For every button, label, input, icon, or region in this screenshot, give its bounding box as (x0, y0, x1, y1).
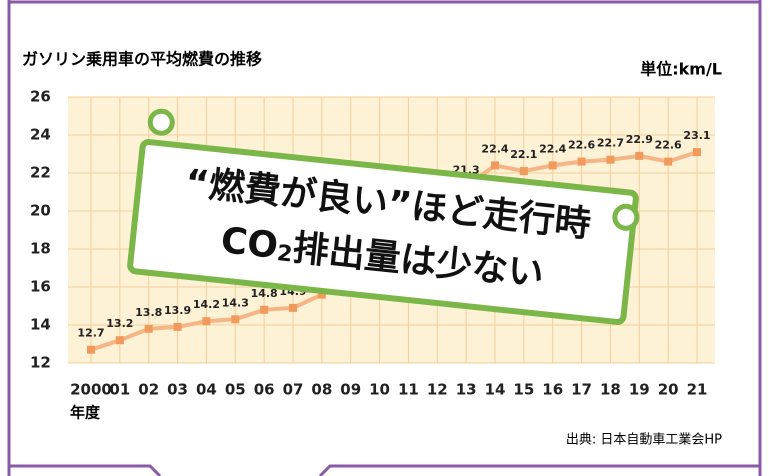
marker (173, 322, 182, 331)
unit-label: 単位:km/L (640, 60, 722, 79)
value-label: 22.4 (539, 142, 566, 155)
y-tick-label: 24 (30, 126, 51, 144)
y-tick-label: 22 (30, 164, 51, 182)
marker (519, 167, 528, 176)
marker (606, 155, 615, 164)
x-tick-label: 03 (167, 381, 188, 399)
y-tick-label: 18 (30, 240, 51, 258)
marker (289, 303, 297, 312)
x-tick-label: 09 (340, 381, 361, 399)
marker (115, 336, 124, 345)
x-tick-label: 19 (629, 381, 650, 399)
y-tick-label: 16 (30, 278, 51, 296)
x-tick-label: 2000 (70, 381, 112, 399)
x-tick-label: 06 (254, 381, 275, 399)
x-tick-label: 15 (513, 381, 534, 399)
x-tick-label: 07 (283, 381, 304, 399)
x-tick-label: 12 (427, 381, 448, 399)
marker (87, 345, 95, 354)
value-label: 13.9 (164, 304, 191, 317)
x-tick-label: 14 (485, 381, 506, 399)
banner-co: CO (219, 220, 280, 267)
value-label: 22.4 (481, 142, 508, 155)
x-tick-label: 20 (658, 381, 679, 399)
marker (577, 157, 586, 166)
value-label: 22.7 (597, 137, 624, 150)
x-tick-label: 05 (225, 381, 246, 399)
y-tick-label: 14 (30, 316, 51, 334)
y-tick-label: 26 (30, 88, 51, 106)
value-label: 22.9 (626, 133, 653, 146)
marker (693, 148, 701, 157)
value-label: 22.6 (655, 139, 682, 152)
chart-title: ガソリン乗用車の平均燃費の推移 (22, 50, 262, 69)
x-tick-label: 04 (196, 381, 217, 399)
y-tick-label: 12 (30, 354, 51, 372)
marker (491, 161, 499, 170)
frame (7, 0, 762, 476)
x-tick-label: 21 (687, 381, 708, 399)
x-axis-label: 年度 (70, 404, 101, 422)
x-tick-label: 08 (311, 381, 332, 399)
x-tick-label: 10 (369, 381, 390, 399)
x-tick-label: 01 (109, 381, 130, 399)
source: 出典: 日本自動車工業会HP (566, 432, 722, 448)
value-label: 13.2 (106, 317, 133, 330)
marker (260, 305, 269, 314)
x-tick-label: 11 (398, 381, 419, 399)
marker (635, 151, 644, 160)
marker (144, 324, 153, 333)
value-label: 14.3 (222, 296, 249, 309)
x-tick-label: 13 (456, 381, 477, 399)
x-tick-label: 02 (138, 381, 159, 399)
marker (202, 317, 211, 326)
x-tick-label: 16 (542, 381, 563, 399)
marker (548, 161, 557, 170)
value-label: 14.2 (193, 298, 220, 311)
value-label: 13.8 (135, 306, 162, 319)
value-label: 14.8 (251, 287, 278, 300)
value-label: 23.1 (683, 129, 710, 142)
marker (231, 315, 240, 324)
banner: “燃費が良い”ほど走行時 CO2排出量は少ない (127, 108, 640, 325)
banner-sub: 2 (276, 241, 294, 267)
x-tick-label: 18 (600, 381, 621, 399)
marker (317, 290, 326, 299)
x-tick-label: 17 (571, 381, 592, 399)
y-tick-label: 20 (30, 202, 51, 220)
marker (664, 157, 673, 166)
value-label: 22.6 (568, 139, 595, 152)
value-label: 12.7 (77, 327, 104, 340)
value-label: 22.1 (510, 148, 537, 161)
